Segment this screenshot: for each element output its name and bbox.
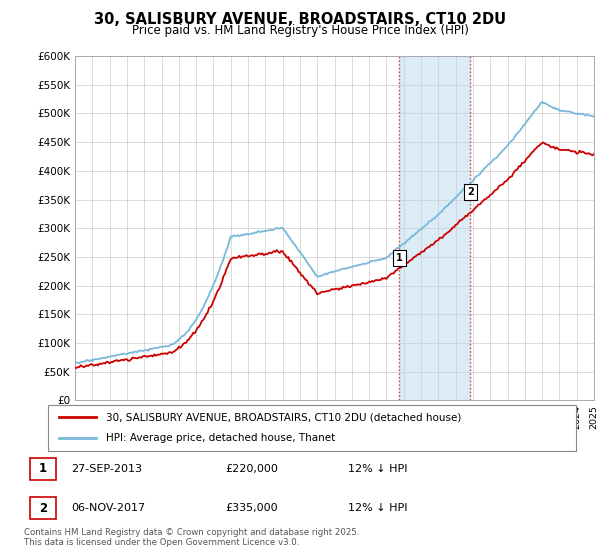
Text: 1: 1 <box>396 253 403 263</box>
Text: £220,000: £220,000 <box>225 464 278 474</box>
Text: Price paid vs. HM Land Registry's House Price Index (HPI): Price paid vs. HM Land Registry's House … <box>131 24 469 37</box>
Text: 2: 2 <box>467 187 473 197</box>
FancyBboxPatch shape <box>29 497 56 520</box>
Text: 30, SALISBURY AVENUE, BROADSTAIRS, CT10 2DU (detached house): 30, SALISBURY AVENUE, BROADSTAIRS, CT10 … <box>106 412 461 422</box>
Text: 06-NOV-2017: 06-NOV-2017 <box>71 503 146 513</box>
Text: 27-SEP-2013: 27-SEP-2013 <box>71 464 142 474</box>
Text: Contains HM Land Registry data © Crown copyright and database right 2025.
This d: Contains HM Land Registry data © Crown c… <box>24 528 359 548</box>
Text: HPI: Average price, detached house, Thanet: HPI: Average price, detached house, Than… <box>106 433 335 444</box>
Text: 12% ↓ HPI: 12% ↓ HPI <box>347 503 407 513</box>
Text: £335,000: £335,000 <box>225 503 278 513</box>
Text: 2: 2 <box>39 502 47 515</box>
Text: 30, SALISBURY AVENUE, BROADSTAIRS, CT10 2DU: 30, SALISBURY AVENUE, BROADSTAIRS, CT10 … <box>94 12 506 27</box>
Text: 1: 1 <box>39 463 47 475</box>
Text: 12% ↓ HPI: 12% ↓ HPI <box>347 464 407 474</box>
FancyBboxPatch shape <box>48 405 576 451</box>
FancyBboxPatch shape <box>29 458 56 480</box>
Bar <box>400 56 470 400</box>
